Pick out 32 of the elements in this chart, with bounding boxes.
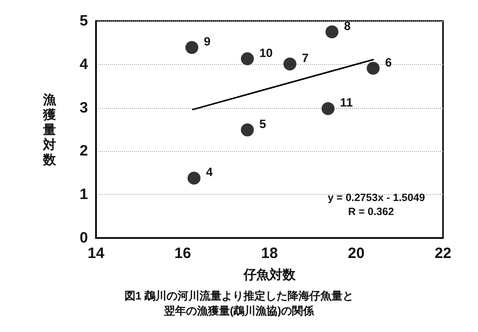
point — [185, 40, 198, 54]
annotation: 5 — [259, 116, 266, 131]
x-tick-label: 22 — [434, 245, 452, 262]
annotation: y = 0.2753x - 1.5049 — [328, 192, 426, 204]
x-axis-title: 仔魚対数 — [242, 267, 296, 282]
annotation: 11 — [340, 96, 354, 110]
point — [366, 62, 380, 75]
annotation: 6 — [385, 55, 392, 70]
point — [240, 52, 254, 66]
annotation: 10 — [259, 46, 274, 60]
point — [283, 57, 296, 70]
y-tick-label: 1 — [80, 186, 88, 204]
y-tick-label: 2 — [80, 142, 88, 160]
annotation: 7 — [302, 50, 309, 65]
annotation: R = 0.362 — [348, 206, 394, 218]
x-tick-label: 20 — [348, 245, 365, 262]
x-tick-label: 16 — [174, 245, 192, 262]
point — [325, 25, 338, 38]
annotation: 9 — [204, 34, 211, 48]
y-tick-label: 0 — [80, 230, 88, 246]
annotation: 4 — [206, 165, 214, 180]
point — [188, 172, 201, 185]
point — [240, 123, 254, 136]
text: 図1 鵡川の河川流量より推定した降海仔魚量と翌年の漁獲量(鵡川漁協)の関係 — [124, 290, 354, 318]
point — [322, 102, 335, 116]
x-tick-label: 14 — [88, 245, 105, 262]
y-tick-label: 4 — [80, 56, 89, 73]
y-tick-label: 5 — [80, 12, 88, 30]
y-tick-label: 3 — [80, 99, 88, 116]
x-tick-label: 18 — [261, 245, 278, 262]
y-axis-title: 漁獲量対数 — [42, 92, 57, 167]
annotation: 8 — [344, 18, 351, 33]
